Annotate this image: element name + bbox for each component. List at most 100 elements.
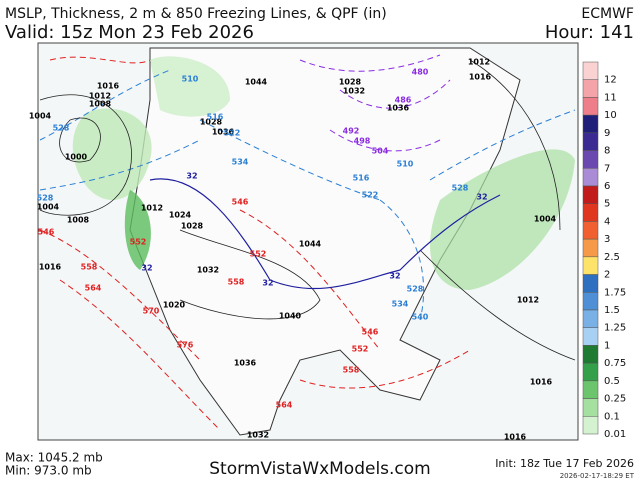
qpf-area <box>430 149 575 290</box>
legend-label: 0.75 <box>604 358 626 369</box>
contour-label: 1012 <box>468 58 490 67</box>
contour-label: 1016 <box>97 82 120 91</box>
model-name: ECMWF <box>581 6 634 22</box>
legend-label: 1.75 <box>604 287 626 298</box>
contour-label: 558 <box>81 263 98 272</box>
contour-label: 32 <box>262 279 273 288</box>
legend-label: 6 <box>604 181 610 192</box>
legend-label: 0.01 <box>604 429 626 440</box>
legend-swatch <box>582 79 599 98</box>
qpf-area <box>124 190 151 270</box>
contour-label: 528 <box>37 194 54 203</box>
contour-label: 1044 <box>299 240 322 249</box>
contour-label: 558 <box>343 366 360 375</box>
contour-label: 534 <box>232 158 249 167</box>
legend-label: 4 <box>604 216 610 227</box>
contour-label: 546 <box>38 228 55 237</box>
legend-label: 2.5 <box>604 252 620 263</box>
legend-swatch <box>582 327 599 346</box>
contour-label: 1000 <box>65 153 88 162</box>
contour-label: 546 <box>232 198 249 207</box>
legend-label: 10 <box>604 110 617 121</box>
legend-swatch <box>582 256 599 275</box>
legend-swatch <box>582 150 599 169</box>
contour-label: 1004 <box>534 215 557 224</box>
legend-label: 3 <box>604 234 610 245</box>
contour-labels: 1016101210081004100010041008101610241028… <box>29 58 557 442</box>
legend-swatch <box>582 362 599 382</box>
freezing-line <box>149 178 501 290</box>
contour-label: 504 <box>372 147 389 156</box>
contour-label: 534 <box>392 300 409 309</box>
contour-label: 576 <box>177 341 194 350</box>
contour-label: 558 <box>228 278 245 287</box>
contour-label: 564 <box>85 284 102 293</box>
init-time: Init: 18z Tue 17 Feb 2026 <box>495 457 634 470</box>
legend-swatch <box>582 345 599 364</box>
map-title: MSLP, Thickness, 2 m & 850 Freezing Line… <box>5 6 387 22</box>
valid-time: Valid: 15z Mon 23 Feb 2026 <box>5 22 254 43</box>
contour-label: 1036 <box>387 104 410 113</box>
contour-label: 552 <box>250 250 267 259</box>
legend-label: 11 <box>604 92 617 103</box>
contour-label: 1016 <box>39 263 62 272</box>
contour-label: 1016 <box>504 433 527 442</box>
qpf-area <box>72 108 152 200</box>
contour-label: 480 <box>412 68 429 77</box>
contour-label: 540 <box>412 313 429 322</box>
legend-swatch <box>582 221 599 240</box>
contour-label: 510 <box>182 75 199 84</box>
contour-label: 1028 <box>181 222 204 231</box>
contour-label: 1008 <box>67 216 90 225</box>
contour-label: 570 <box>143 307 160 316</box>
legend-swatch <box>582 114 599 134</box>
legend-swatch <box>582 398 599 417</box>
legend-label: 8 <box>604 146 610 157</box>
legend-swatch <box>582 309 599 328</box>
contour-label: 1012 <box>517 296 539 305</box>
max-pressure: Max: 1045.2 mb <box>5 451 103 465</box>
contour-label: 1008 <box>89 100 112 109</box>
legend-label: 2 <box>604 270 610 281</box>
legend-swatch <box>582 292 599 311</box>
isobar <box>39 59 576 361</box>
legend-label: 0.5 <box>604 376 620 387</box>
legend-label: 1.5 <box>604 305 620 316</box>
min-pressure: Min: 973.0 mb <box>5 464 92 478</box>
contour-label: 552 <box>352 345 369 354</box>
legend-swatch <box>582 168 599 187</box>
contour-label: 1028 <box>339 78 362 87</box>
contour-label: 32 <box>186 172 197 181</box>
contour-label: 1004 <box>29 112 52 121</box>
map-area: 1016101210081004100010041008101610241028… <box>29 42 579 442</box>
contour-label: 522 <box>362 191 379 200</box>
timestamp: 2026-02-17-18:29 ET <box>560 472 635 480</box>
legend-swatch <box>582 132 599 151</box>
legend-label: 1.25 <box>604 323 626 334</box>
legend-swatch <box>582 61 599 80</box>
contour-label: 546 <box>362 328 379 337</box>
contour-label: 1016 <box>530 378 553 387</box>
legend-label: 7 <box>604 163 610 174</box>
contour-label: 528 <box>407 285 424 294</box>
legend-swatch <box>582 238 599 258</box>
forecast-hour: Hour: 141 <box>545 22 634 43</box>
legend-swatch <box>582 380 599 399</box>
thickness-contour <box>39 69 576 321</box>
contour-label: 1020 <box>163 301 186 310</box>
legend-label: 9 <box>604 128 610 139</box>
contour-label: 1044 <box>245 78 268 87</box>
contour-label: 528 <box>452 184 469 193</box>
contour-label: 522 <box>224 129 241 138</box>
thickness-contour <box>39 56 471 431</box>
contour-label: 32 <box>141 264 152 273</box>
legend-label: 12 <box>604 75 617 86</box>
legend-swatch <box>582 274 599 293</box>
contour-label: 1036 <box>212 128 235 137</box>
contour-label: 1016 <box>469 73 492 82</box>
contour-label: 516 <box>353 174 370 183</box>
contour-label: 1004 <box>37 203 60 212</box>
contour-label: 32 <box>476 193 487 202</box>
contour-label: 1036 <box>234 359 257 368</box>
